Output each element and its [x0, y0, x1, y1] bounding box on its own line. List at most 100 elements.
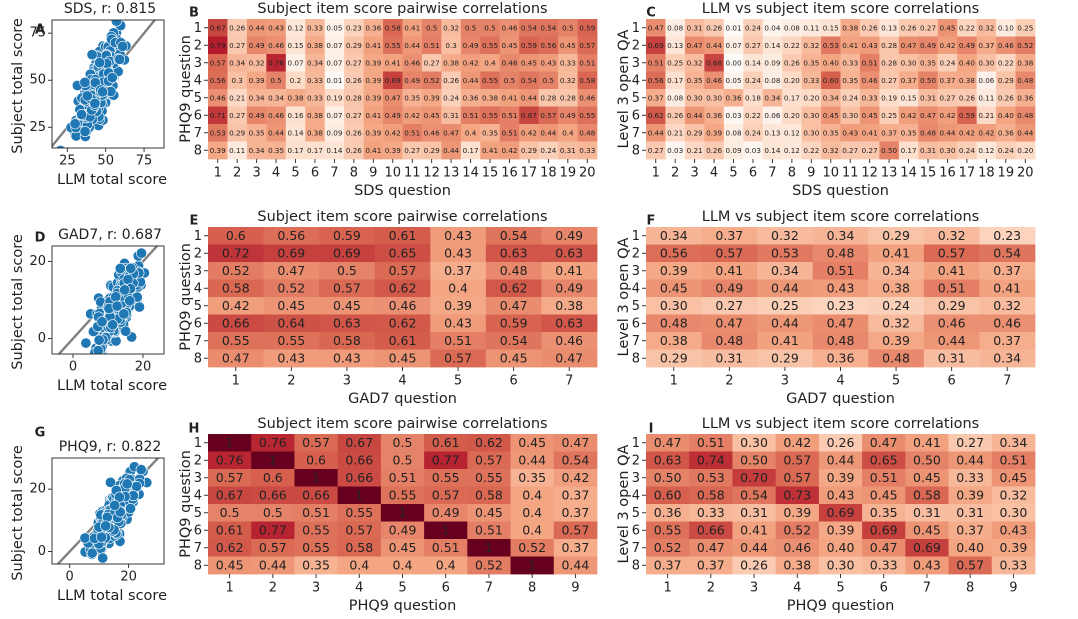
- cell-value-label: 0.33: [579, 146, 595, 155]
- cell-value-label: 0.51: [475, 522, 503, 537]
- heatmap-cell: [541, 262, 598, 280]
- cell-value-label: 0.37: [956, 522, 984, 537]
- cell-value-label: 0.27: [648, 146, 664, 155]
- heatmap-cell: [923, 279, 980, 298]
- heatmap-cell: [646, 141, 666, 160]
- cell-value-label: 0.33: [307, 76, 323, 85]
- heatmap-cell: [646, 244, 702, 263]
- cell-value-label: 0.30: [687, 93, 703, 102]
- cell-value-label: 0.39: [385, 146, 401, 155]
- heatmap-cell: [485, 279, 542, 298]
- cell-value-label: 0.46: [706, 76, 722, 85]
- cell-value-label: 0.01: [726, 23, 742, 32]
- cell-value-label: 0.43: [333, 350, 361, 365]
- cell-value-label: 0.45: [501, 41, 517, 50]
- cell-value-label: 0.18: [745, 93, 761, 102]
- scatter-point: [94, 57, 106, 69]
- cell-value-label: 0.4: [448, 280, 468, 295]
- cell-value-label: 0.46: [579, 93, 595, 102]
- heatmap-cell: [923, 227, 980, 245]
- x-tick-label: 4: [398, 374, 406, 389]
- heatmap-cell: [818, 539, 863, 557]
- cell-value-label: 0.57: [579, 41, 595, 50]
- heatmap-cell: [577, 36, 598, 55]
- heatmap-cell: [480, 71, 501, 90]
- cell-value-label: 0.44: [648, 128, 664, 137]
- cell-value-label: 0.66: [222, 315, 250, 330]
- cell-value-label: 0.50: [920, 76, 936, 85]
- y-tick-label: 8: [632, 143, 640, 158]
- x-tick-label: 5: [729, 166, 737, 181]
- heatmap-cell: [862, 521, 906, 540]
- cell-value-label: 0.32: [882, 315, 910, 330]
- heatmap-cell: [782, 19, 802, 37]
- heatmap-cell: [757, 227, 814, 245]
- x-tick-label: 1: [214, 166, 222, 181]
- heatmap-cell: [519, 106, 540, 125]
- cell-value-label: 0.49: [555, 280, 583, 295]
- cell-value-label: 0.36: [365, 23, 381, 32]
- cell-value-label: 0.01: [326, 76, 342, 85]
- cell-value-label: 0.30: [740, 435, 768, 450]
- cell-value-label: 0.4: [522, 505, 542, 520]
- cell-value-label: 0.09: [726, 146, 742, 155]
- y-tick-label: 25: [29, 120, 46, 135]
- cell-value-label: 0.69: [333, 245, 361, 260]
- cell-value-label: 0.19: [326, 93, 342, 102]
- heatmap-cell: [363, 36, 384, 55]
- heatmap-cell: [519, 19, 540, 37]
- heatmap-cell: [558, 19, 578, 37]
- heatmap-cell: [208, 244, 264, 263]
- cell-value-label: 0.31: [938, 350, 966, 365]
- heatmap-cell: [383, 124, 403, 142]
- plot-area: [57, 246, 159, 354]
- heatmap-cell: [538, 106, 559, 125]
- heatmap-cell: [665, 54, 686, 72]
- heatmap-cell: [246, 124, 267, 142]
- heatmap-cell: [424, 451, 468, 470]
- heatmap-cell: [510, 504, 555, 522]
- x-tick-label: 19: [560, 166, 577, 181]
- heatmap-cell: [263, 297, 320, 315]
- cell-value-label: 0.4: [393, 557, 413, 572]
- heatmap-cell: [646, 262, 702, 280]
- heatmap-cell: [905, 451, 949, 470]
- cell-value-label: 0.48: [579, 128, 595, 137]
- heatmap-cell: [519, 124, 540, 142]
- heatmap-cell: [344, 54, 364, 72]
- heatmap-cell: [918, 106, 939, 125]
- x-tick-label: 6: [749, 166, 757, 181]
- scatter-point: [133, 301, 145, 313]
- cell-value-label: 0.49: [555, 228, 583, 243]
- heatmap-cell: [374, 332, 431, 350]
- cell-value-label: 0.35: [687, 76, 703, 85]
- heatmap-cell: [558, 36, 578, 55]
- cell-value-label: 0.28: [346, 93, 362, 102]
- heatmap-cell: [441, 124, 462, 142]
- cell-value-label: 0.47: [870, 435, 898, 450]
- axes-frame: [51, 245, 165, 355]
- scatter-point: [55, 144, 66, 148]
- cell-value-label: 0.74: [697, 452, 725, 467]
- x-tick-label: 2: [671, 166, 679, 181]
- heatmap-cell: [723, 71, 744, 90]
- heatmap-cell: [424, 469, 468, 487]
- x-tick-label: 8: [966, 581, 974, 596]
- cell-value-label: 0.22: [745, 111, 761, 120]
- cell-value-label: 0.32: [823, 146, 839, 155]
- cell-value-label: 0.54: [521, 76, 537, 85]
- cell-value-label: 0.53: [771, 245, 799, 260]
- cell-value-label: 0.55: [222, 333, 250, 348]
- x-tick-label: 2: [233, 166, 241, 181]
- heatmap-cell: [344, 19, 364, 37]
- cell-value-label: 0.5: [393, 435, 413, 450]
- heatmap-cell: [467, 434, 511, 452]
- cell-value-label: 0.57: [540, 111, 556, 120]
- heatmap-cell: [859, 36, 880, 55]
- x-tick-label: 4: [272, 166, 280, 181]
- heatmap-cell: [812, 227, 869, 245]
- heatmap-cell: [937, 89, 958, 107]
- scatter-point: [93, 353, 99, 354]
- cell-value-label: 0.42: [939, 41, 955, 50]
- heatmap-cell: [991, 521, 1036, 540]
